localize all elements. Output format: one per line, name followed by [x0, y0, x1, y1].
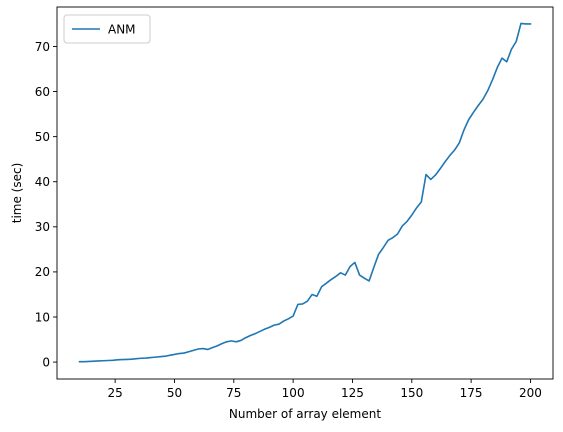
y-tick-label: 30	[35, 220, 50, 234]
plot-series	[78, 22, 532, 363]
x-axis-label: Number of array element	[229, 407, 381, 421]
y-tick-label: 40	[35, 175, 50, 189]
y-tick-label: 70	[35, 40, 50, 54]
x-tick-label: 175	[460, 386, 483, 400]
x-tick-label: 200	[519, 386, 542, 400]
x-tick-label: 150	[400, 386, 423, 400]
x-tick-label: 75	[226, 386, 241, 400]
x-tick-label: 25	[108, 386, 123, 400]
legend-series-label: ANM	[108, 23, 136, 37]
legend: ANM	[63, 14, 151, 44]
y-tick-label: 60	[35, 85, 50, 99]
y-axis-label: time (sec)	[10, 163, 24, 224]
x-tick-label: 125	[341, 386, 364, 400]
y-tick-label: 20	[35, 265, 50, 279]
y-tick-label: 0	[42, 355, 50, 369]
legend-box	[63, 14, 151, 44]
x-tick-label: 50	[167, 386, 182, 400]
x-tick-label: 100	[282, 386, 305, 400]
x-axis-ticks: 25 50 75 100 125 150 175 200	[108, 379, 542, 400]
series-line-anm	[78, 22, 532, 363]
y-axis-ticks: 0 10 20 30 40 50 60 70	[35, 40, 57, 369]
y-tick-label: 50	[35, 130, 50, 144]
plot-area-frame	[56, 6, 554, 380]
y-tick-label: 10	[35, 310, 50, 324]
